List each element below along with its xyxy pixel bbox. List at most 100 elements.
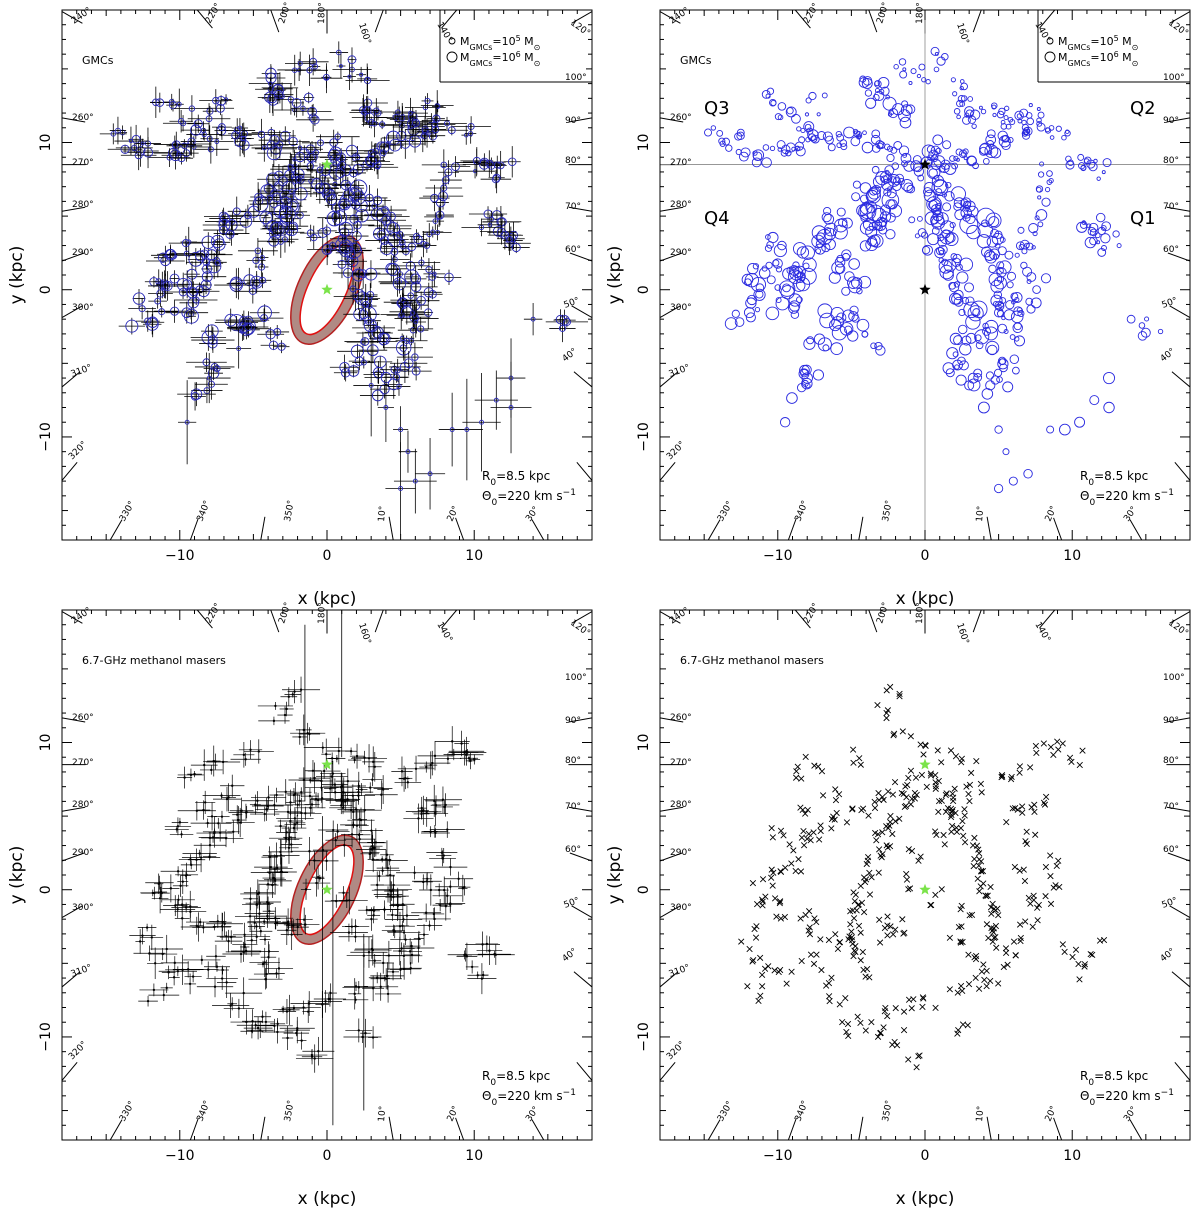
longitude-tick xyxy=(660,305,681,319)
maser-point xyxy=(949,822,956,830)
maser-point xyxy=(1056,883,1063,891)
maser-point xyxy=(380,793,383,796)
gmc-point xyxy=(399,297,406,304)
gmc-point xyxy=(841,252,851,262)
gmc-point xyxy=(755,290,764,299)
maser-point xyxy=(245,810,248,814)
longitude-tick xyxy=(62,11,83,24)
maser-point xyxy=(352,810,355,814)
maser-point xyxy=(1023,828,1030,835)
maser-point xyxy=(250,939,253,942)
gmc-point xyxy=(862,130,867,136)
legend-marker xyxy=(446,51,458,63)
longitude-label: 30° xyxy=(1122,505,1139,524)
gmc-point xyxy=(856,287,863,295)
gmc-point xyxy=(850,136,861,147)
maser-point xyxy=(1000,963,1007,971)
gmc-point xyxy=(984,251,998,264)
gmc-point xyxy=(334,133,342,140)
gmc-point xyxy=(1089,395,1100,406)
maser-point xyxy=(180,903,184,906)
gmc-point xyxy=(257,130,266,139)
maser-point xyxy=(414,767,418,771)
gmc-point xyxy=(930,46,940,56)
maser-point xyxy=(1002,949,1010,956)
longitude-label: 70° xyxy=(565,202,581,212)
gmc-point xyxy=(192,296,200,304)
maser-point xyxy=(408,950,412,953)
gmc-point xyxy=(1081,220,1087,225)
gmc-point xyxy=(933,155,946,167)
gmc-point xyxy=(1138,322,1146,329)
maser-point xyxy=(337,749,341,753)
maser-point xyxy=(866,869,873,877)
longitude-label: 50° xyxy=(563,296,581,311)
gmc-point xyxy=(986,235,999,248)
maser-point xyxy=(334,838,337,842)
maser-point xyxy=(1008,773,1015,781)
gmc-point xyxy=(883,174,892,183)
maser-point xyxy=(242,753,246,757)
maser-point xyxy=(152,988,156,992)
gmc-point xyxy=(1059,423,1071,436)
gmc-point xyxy=(871,129,881,139)
gmc-point xyxy=(777,114,784,121)
longitude-label: 200° xyxy=(875,1,891,25)
gmc-point xyxy=(128,139,133,144)
gmc-point xyxy=(752,151,763,162)
longitude-tick xyxy=(568,117,592,123)
maser-point xyxy=(989,900,996,907)
longitude-tick xyxy=(62,852,85,862)
longitude-tick xyxy=(455,517,465,540)
maser-point xyxy=(920,995,927,1002)
maser-point xyxy=(476,974,479,977)
gmc-point xyxy=(992,112,997,118)
gmc-point xyxy=(967,305,984,322)
maser-point xyxy=(960,832,967,839)
gmc-point xyxy=(294,151,306,163)
maser-point xyxy=(254,803,257,806)
maser-point xyxy=(417,817,420,820)
gmc-point xyxy=(110,131,117,137)
maser-point xyxy=(942,791,949,799)
gmc-point xyxy=(207,258,222,274)
gmc-point xyxy=(346,255,359,268)
gmc-point xyxy=(871,165,880,174)
gmc-point xyxy=(901,160,908,168)
maser-point xyxy=(985,934,992,942)
maser-point xyxy=(968,769,975,777)
maser-point xyxy=(400,770,404,773)
maser-point xyxy=(357,790,360,794)
maser-point xyxy=(753,900,761,908)
gmc-point xyxy=(1021,119,1027,126)
plot-area xyxy=(62,10,592,540)
gmc-point xyxy=(351,230,362,242)
gmc-point xyxy=(940,159,951,170)
maser-point xyxy=(975,862,983,869)
gmc-point xyxy=(815,248,822,254)
maser-point xyxy=(208,844,212,847)
maser-point xyxy=(242,991,245,995)
maser-point xyxy=(995,912,1002,919)
maser-point xyxy=(386,992,390,996)
y-tick-label: −10 xyxy=(38,422,54,452)
maser-point xyxy=(304,923,307,926)
maser-point xyxy=(1012,952,1019,959)
gmc-point xyxy=(444,272,454,283)
maser-point xyxy=(848,934,856,941)
gmc-point xyxy=(411,353,419,361)
gmc-point xyxy=(967,378,981,392)
gmc-point xyxy=(1014,252,1020,258)
gmc-point xyxy=(355,208,369,223)
maser-point xyxy=(905,996,913,1003)
maser-point xyxy=(179,884,182,888)
maser-point xyxy=(220,815,224,818)
longitude-label: 70° xyxy=(565,802,581,812)
gmc-point xyxy=(899,116,912,129)
maser-point xyxy=(768,874,775,881)
maser-point xyxy=(431,761,434,765)
maser-point xyxy=(373,765,376,768)
maser-point xyxy=(174,904,177,907)
gmc-point xyxy=(1101,245,1107,251)
gmc-point xyxy=(791,113,801,124)
